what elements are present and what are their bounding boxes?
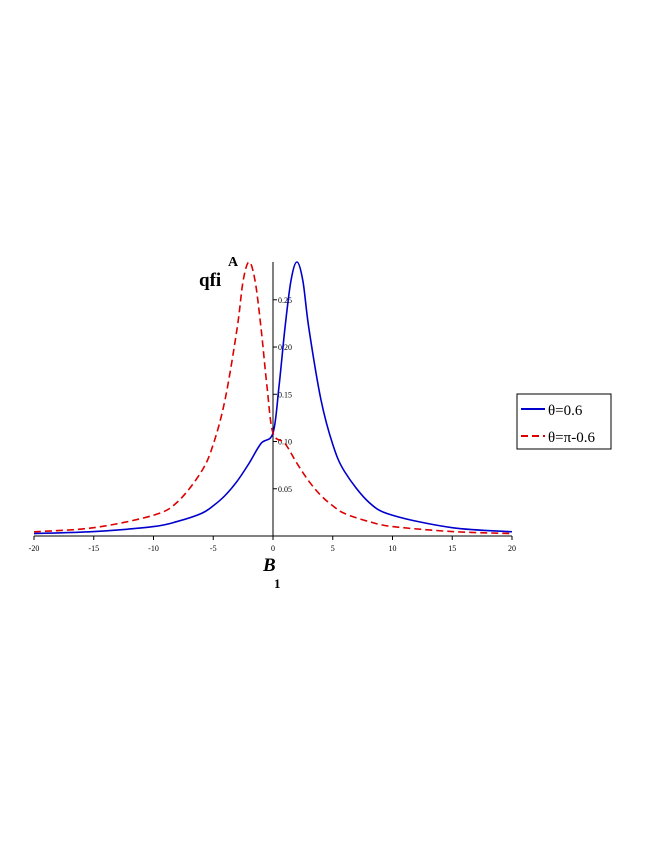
x-tick-label: 5 [331, 544, 335, 553]
y-tick-label: 0.20 [278, 343, 292, 352]
curves [33, 261, 513, 535]
y-tick-label: 0.05 [278, 485, 292, 494]
y-tick-label: 0.10 [278, 438, 292, 447]
x-axis-title-subscript: 1 [274, 576, 281, 591]
legend: θ=0.6 θ=π-0.6 [516, 393, 612, 450]
legend-label-series-1: θ=0.6 [548, 403, 583, 419]
x-axis-title: B [262, 555, 276, 576]
y-tick-label: 0.25 [278, 296, 292, 305]
x-tick-label: -15 [88, 544, 99, 553]
x-tick-label: 15 [448, 544, 456, 553]
x-tick-label: 20 [508, 544, 516, 553]
y-axis-title-superscript: A [228, 255, 239, 270]
axes: -20 -15 -10 -5 0 5 10 15 20 0.05 0.10 0.15 0.20 0.25 [29, 262, 516, 553]
legend-box [516, 393, 612, 450]
x-tick-label: 10 [389, 544, 397, 553]
x-tick-label: -10 [148, 544, 159, 553]
x-tick-label: 0 [271, 544, 275, 553]
y-tick-label: 0.15 [278, 390, 292, 399]
series-line-2 [33, 261, 513, 535]
x-tick-label: -5 [210, 544, 217, 553]
series-line-1 [33, 261, 513, 535]
legend-label-series-2: θ=π-0.6 [548, 430, 595, 446]
x-tick-label: -20 [29, 544, 40, 553]
y-axis-title: qfi [199, 270, 221, 291]
